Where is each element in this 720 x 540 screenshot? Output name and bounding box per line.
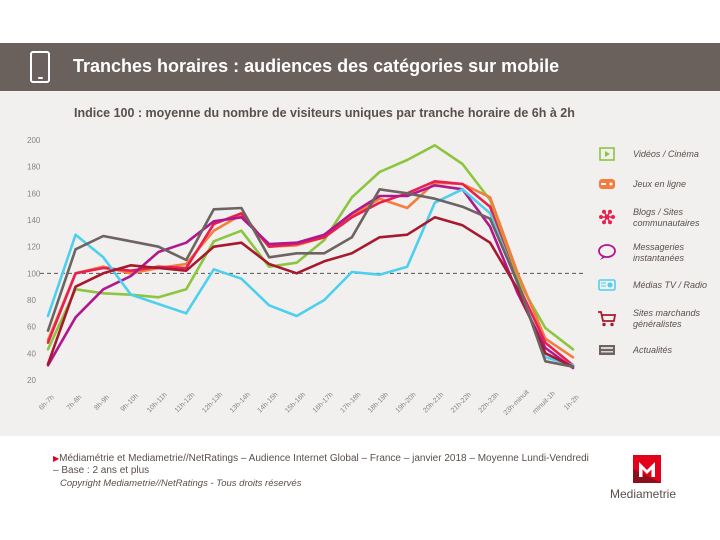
source-note: ▶Médiamétrie et Mediametrie//NetRatings … [53,453,593,477]
x-tick-label: 17h-18h [339,391,362,414]
legend-label: Actualités [632,345,673,355]
gamepad-icon [599,179,615,189]
x-tick-label: 11h-12h [174,391,197,414]
radio-icon [598,279,616,291]
legend-item: Jeux en ligne [599,179,686,189]
legend-item: Blogs / Sites communautaires [599,207,700,228]
x-tick-label: 7h-8h [66,394,84,412]
legend: Vidéos / Cinéma Jeux en ligne Blogs / Site… [598,147,707,355]
x-tick-label: 8h-9h [93,394,111,412]
copyright-note: Copyright Mediametrie//NetRatings - Tous… [60,478,302,489]
chart-title: Indice 100 : moyenne du nombre de visite… [74,106,575,120]
page-title: Tranches horaires : audiences des catégo… [73,56,560,76]
shopping-cart-icon [598,311,617,327]
series-line [46,216,575,369]
series-lines [46,144,575,370]
legend-label: Médias TV / Radio [633,280,707,290]
legend-item: Messageries instantanées [598,242,685,263]
chat-bubble-icon [598,244,616,260]
newspaper-icon [599,345,615,355]
x-axis: 6h-7h 7h-8h 8h-9h 9h-10h 10h-11h 11h-12h 12h-1… [38,389,581,417]
video-play-icon [599,147,615,161]
x-tick-label: 15h-16h [284,391,307,414]
y-tick-label: 200 [27,136,41,145]
series-line [46,188,575,369]
x-tick-label: 22h-23h [477,391,500,414]
y-tick-label: 120 [27,243,41,252]
y-tick-label: 60 [27,323,36,332]
x-tick-label: 20h-21h [422,391,445,414]
y-tick-label: 160 [27,189,41,198]
series-line [46,180,575,367]
x-tick-label: 16h-17h [312,391,335,414]
legend-label: Vidéos / Cinéma [633,149,699,159]
smartphone-icon [30,51,50,83]
x-tick-label: 10h-11h [146,391,169,414]
x-tick-label: 13h-14h [229,391,252,414]
legend-item: Sites marchands généralistes [598,308,701,329]
legend-item: Actualités [599,345,673,355]
legend-label: Sites marchands généralistes [633,308,701,329]
y-tick-label: 40 [27,349,36,358]
source-text: Médiamétrie et Mediametrie//NetRatings –… [53,453,589,476]
legend-item: Vidéos / Cinéma [599,147,699,161]
x-tick-label: 12h-13h [201,391,224,414]
header-bar [0,43,720,91]
y-tick-label: 20 [27,376,36,385]
x-tick-label: 23h-minuit [503,389,531,417]
x-tick-label: 19h-20h [395,391,418,414]
series-line [46,184,575,370]
x-tick-label: 21h-22h [450,391,473,414]
legend-item: Médias TV / Radio [598,279,707,291]
source-bullet-icon: ▶ [53,454,60,463]
legend-label: Messageries instantanées [633,242,685,263]
y-tick-label: 80 [27,296,36,305]
x-tick-label: minuit-1h [532,390,557,415]
network-icon [599,209,615,225]
y-axis: 20 40 60 80 100 120 140 160 180 200 [27,136,41,385]
y-tick-label: 100 [27,269,41,278]
x-tick-label: 9h-10h [120,393,140,413]
x-tick-label: 14h-15h [256,391,279,414]
x-tick-label: 1h-2h [563,394,581,412]
y-tick-label: 140 [27,216,41,225]
x-tick-label: 6h-7h [38,394,56,412]
brand-name: Mediametrie [610,487,677,501]
x-tick-label: 18h-19h [367,391,390,414]
series-line [46,188,575,367]
legend-label: Blogs / Sites communautaires [633,207,700,228]
legend-label: Jeux en ligne [632,179,686,189]
y-tick-label: 180 [27,163,41,172]
mediametrie-logo-icon [633,455,661,483]
